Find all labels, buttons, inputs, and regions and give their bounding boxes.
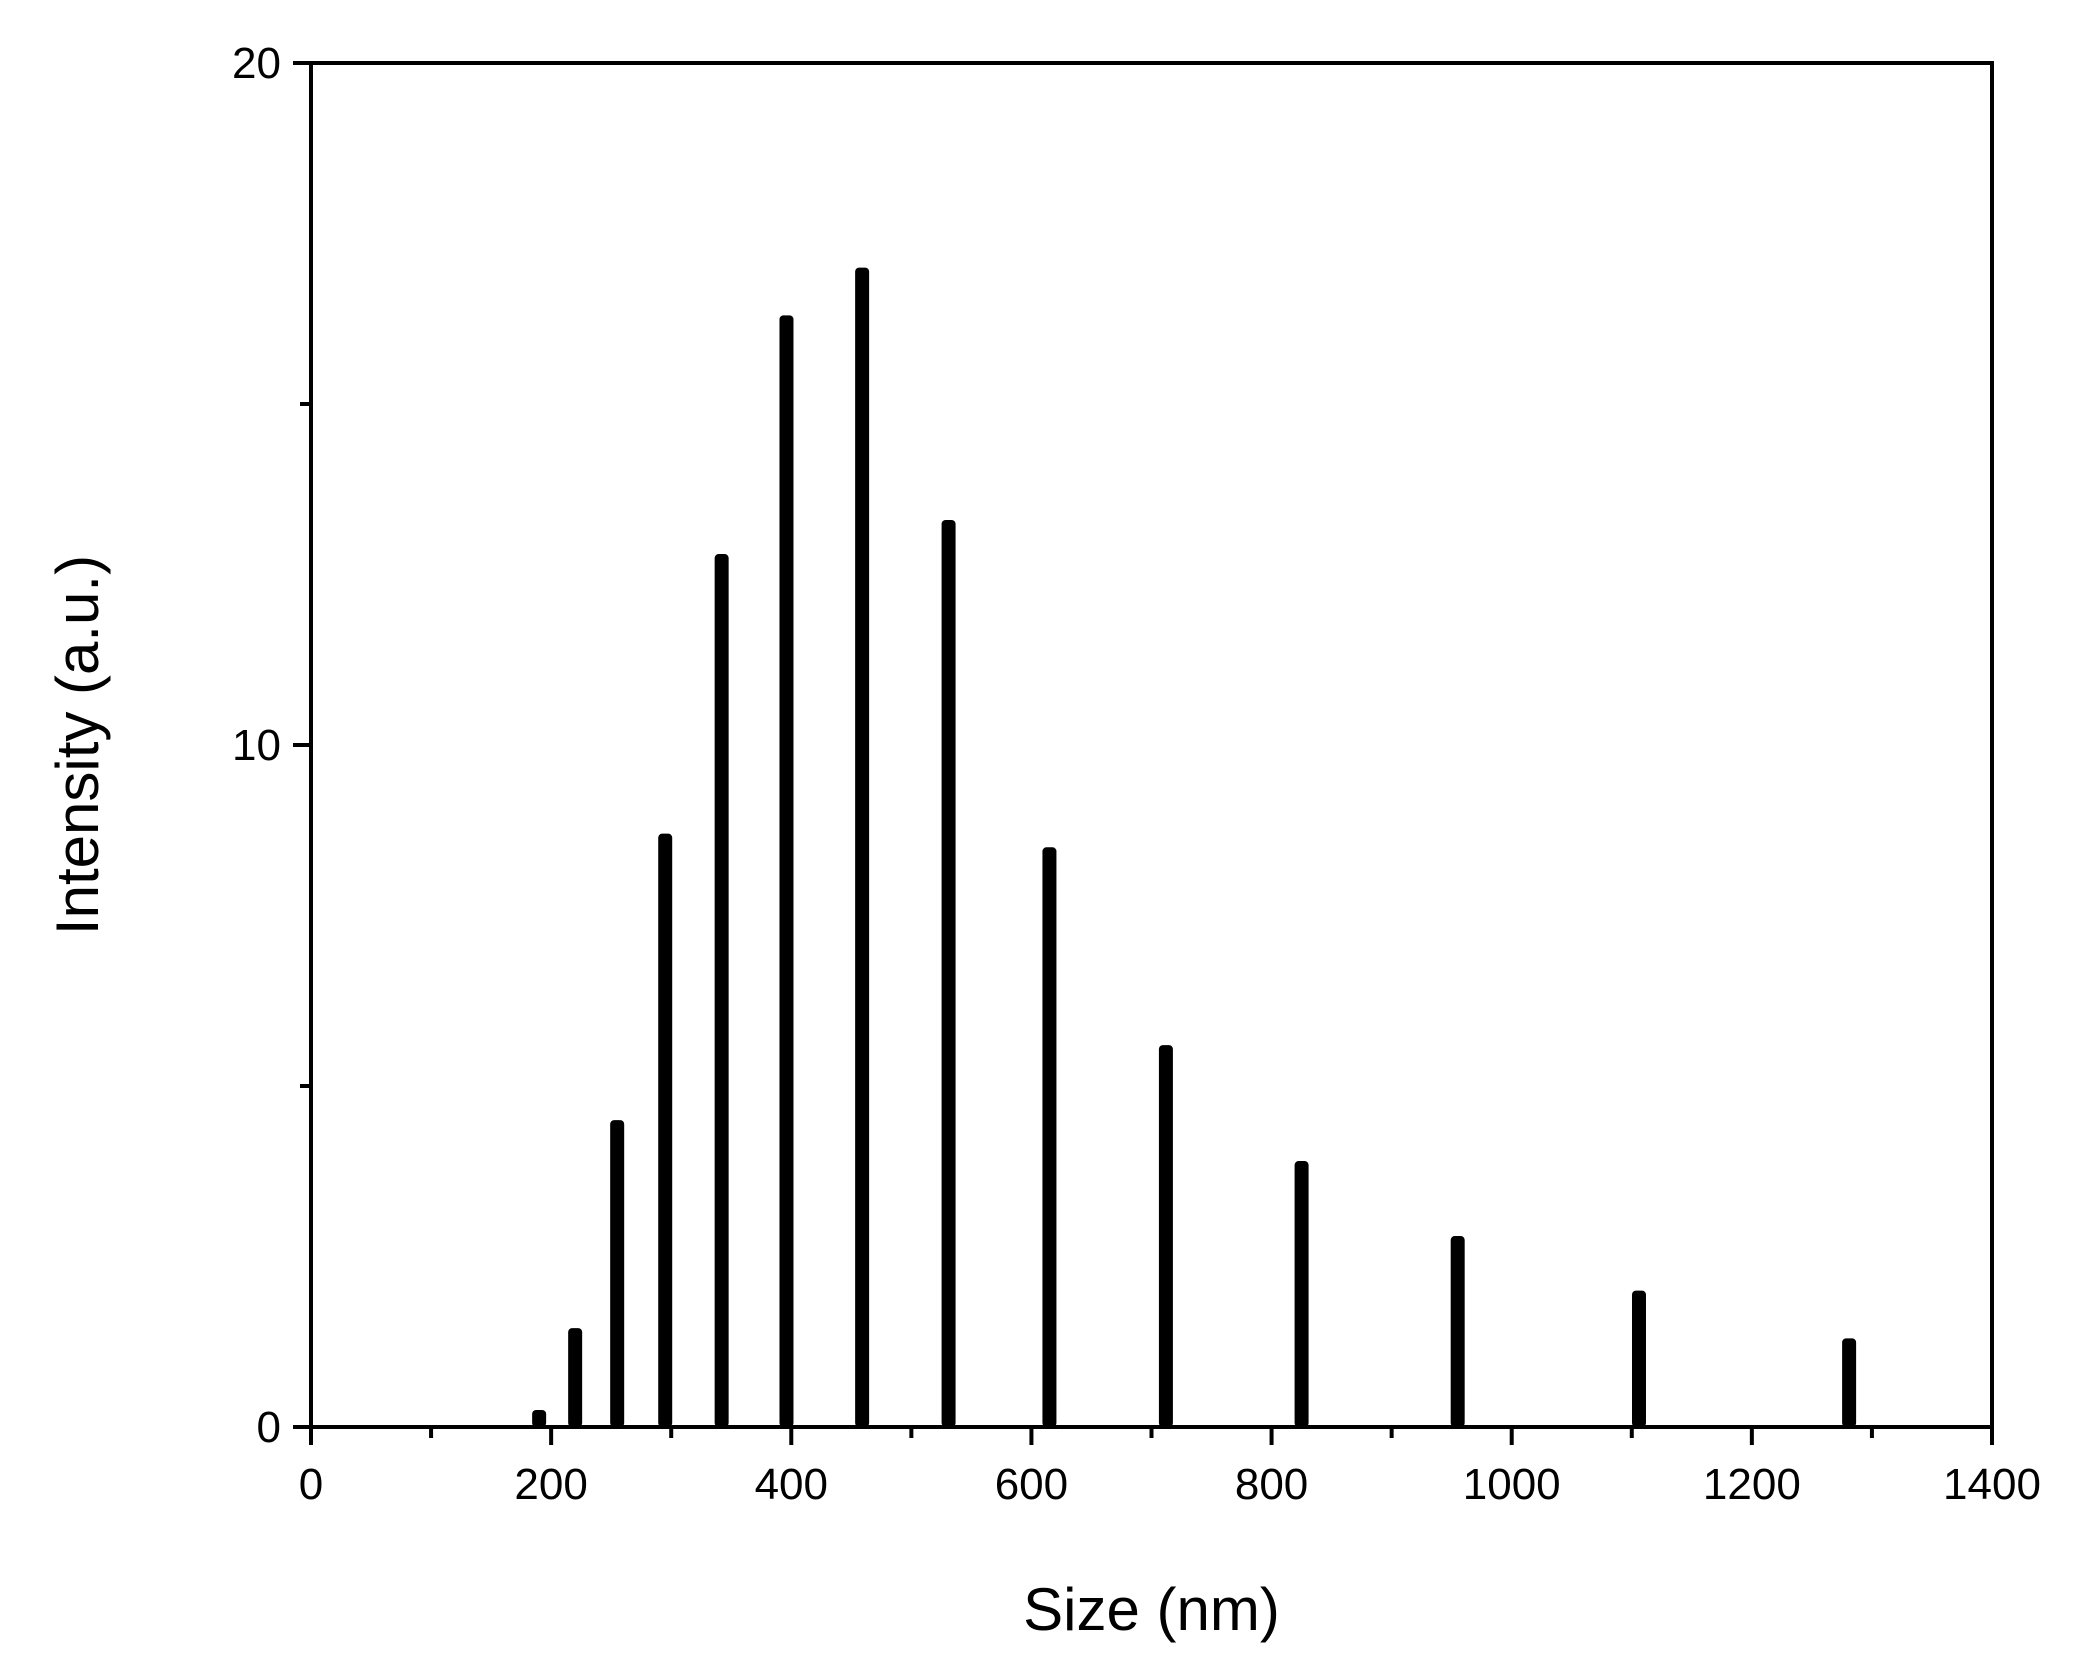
x-tick-label: 800 [1235, 1460, 1308, 1509]
bars-layer [532, 267, 1857, 1428]
y-tick-label: 10 [232, 721, 281, 770]
bar-1 [568, 1328, 583, 1427]
x-tick-label: 200 [514, 1460, 587, 1509]
bar-4 [714, 554, 729, 1427]
bar-5 [779, 315, 794, 1428]
x-tick-label: 0 [299, 1460, 323, 1509]
x-axis-title: Size (nm) [1023, 1576, 1280, 1643]
bar-6 [855, 267, 870, 1428]
x-tick-label: 600 [995, 1460, 1068, 1509]
y-tick-labels: 0 10 20 [232, 39, 281, 1452]
bar-9 [1158, 1045, 1173, 1427]
plot-frame [309, 61, 1994, 1429]
ticks-layer [293, 61, 1994, 1445]
bar-3 [658, 833, 673, 1427]
bar-10 [1294, 1161, 1309, 1427]
bar-12 [1631, 1290, 1646, 1427]
bar-0 [532, 1409, 547, 1427]
bar-8 [1042, 847, 1057, 1427]
x-tick-label: 1200 [1703, 1460, 1801, 1509]
bar-7 [941, 519, 956, 1427]
y-tick-label: 20 [232, 39, 281, 88]
y-tick-label: 0 [257, 1403, 281, 1452]
x-tick-label: 400 [755, 1460, 828, 1509]
bar-13 [1842, 1338, 1857, 1427]
x-tick-label: 1400 [1943, 1460, 2041, 1509]
y-axis-title: Intensity (a.u.) [44, 555, 111, 935]
x-tick-label: 1000 [1463, 1460, 1561, 1509]
bar-2 [610, 1120, 625, 1427]
bar-11 [1450, 1236, 1465, 1427]
x-tick-labels: 0 200 400 600 800 1000 1200 1400 [299, 1460, 2041, 1509]
